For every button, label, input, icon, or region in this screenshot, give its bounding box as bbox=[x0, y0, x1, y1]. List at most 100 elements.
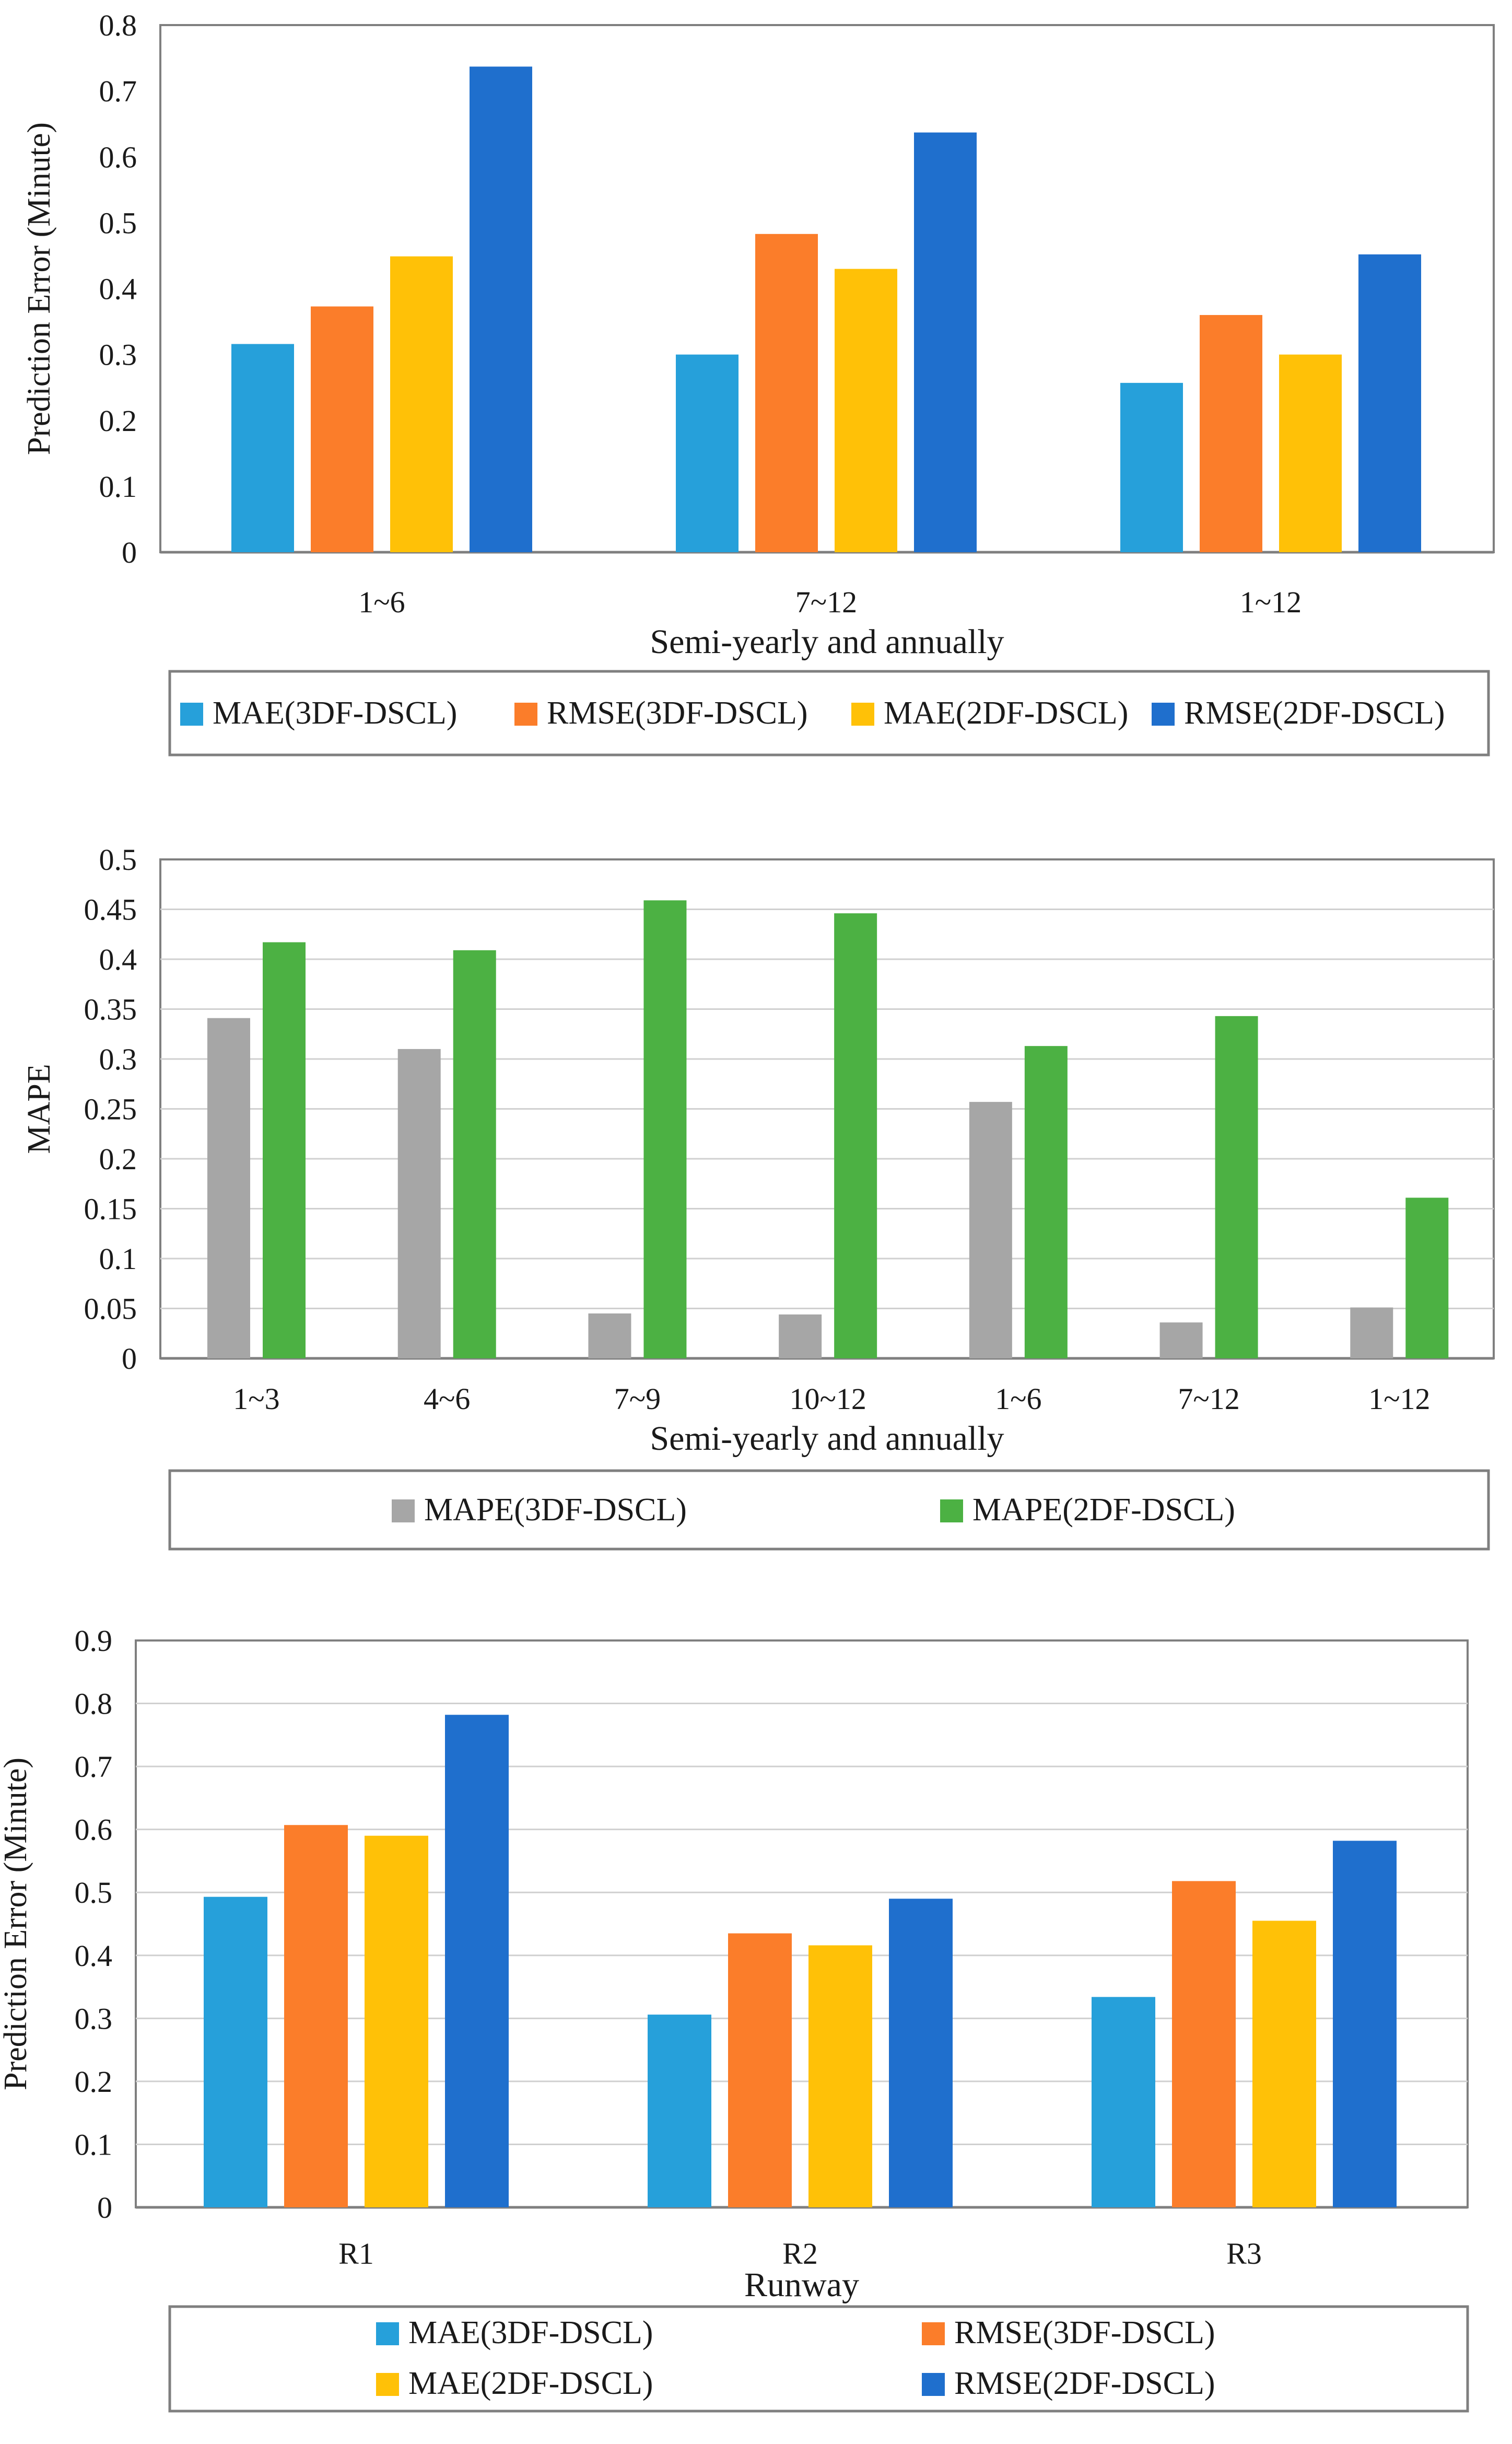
legend-box bbox=[168, 670, 1490, 757]
y-tick-label: 0.4 bbox=[99, 272, 137, 306]
bar-2-5 bbox=[1024, 1046, 1068, 1358]
y-tick-label: 0.5 bbox=[75, 1876, 113, 1910]
y-tick-label: 0.8 bbox=[75, 1687, 113, 1721]
x-tick-label: 7~9 bbox=[614, 1382, 661, 1416]
y-tick-label: 0.7 bbox=[99, 74, 137, 108]
y-tick-label: 0 bbox=[122, 1342, 137, 1376]
bar-4-3 bbox=[1333, 1841, 1397, 2207]
legend-label-3: MAE(2DF-DSCL) bbox=[408, 2366, 653, 2401]
x-tick-label: R2 bbox=[782, 2237, 818, 2271]
bar-3-1 bbox=[365, 1835, 428, 2207]
bar-2-2 bbox=[728, 1933, 792, 2207]
chart-2: 0 0.05 0.1 0.15 0.2 0.25 0.3 0.35 0.4 0.45 0.5 1~3 4… bbox=[21, 843, 1495, 1551]
y-tick-label: 0.3 bbox=[99, 338, 137, 372]
legend-label-3: MAE(2DF-DSCL) bbox=[884, 695, 1128, 731]
y-tick-label: 0.5 bbox=[99, 206, 137, 240]
x-tick-label: 1~6 bbox=[358, 585, 405, 619]
y-tick-label: 0.4 bbox=[75, 1939, 113, 1973]
legend-label-2: MAPE(2DF-DSCL) bbox=[972, 1492, 1235, 1528]
legend-label-2: RMSE(3DF-DSCL) bbox=[547, 695, 808, 731]
bar-1-6 bbox=[1159, 1322, 1203, 1358]
x-tick-label: 1~3 bbox=[233, 1382, 279, 1416]
bar-2-6 bbox=[1215, 1016, 1258, 1358]
y-tick-label: 0.25 bbox=[84, 1092, 137, 1126]
bar-1-5 bbox=[969, 1102, 1012, 1358]
y-axis-label: Prediction Error (Minute) bbox=[0, 1758, 33, 2090]
bar-1-4 bbox=[779, 1314, 822, 1358]
y-tick-label: 0.45 bbox=[84, 893, 137, 927]
bar-2-3 bbox=[643, 900, 687, 1358]
y-tick-label: 0.2 bbox=[75, 2065, 113, 2099]
y-tick-label: 0.1 bbox=[75, 2127, 113, 2161]
bar-2-1 bbox=[311, 306, 373, 552]
y-tick-label: 0.15 bbox=[84, 1192, 137, 1226]
y-tick-label: 0.6 bbox=[99, 140, 137, 174]
x-tick-label: R3 bbox=[1226, 2237, 1262, 2271]
legend-label-1: MAE(3DF-DSCL) bbox=[408, 2315, 653, 2350]
bar-1-2 bbox=[676, 354, 739, 552]
y-tick-label: 0.1 bbox=[99, 470, 137, 504]
y-tick-label: 0.8 bbox=[99, 8, 137, 42]
bar-4-1 bbox=[470, 66, 532, 553]
legend-label-2: RMSE(3DF-DSCL) bbox=[954, 2315, 1215, 2350]
legend-box bbox=[168, 1469, 1490, 1551]
bar-2-1 bbox=[263, 942, 306, 1358]
legend-label-1: MAPE(3DF-DSCL) bbox=[424, 1492, 687, 1528]
y-tick-label: 0.35 bbox=[84, 993, 137, 1027]
legend-label-1: MAE(3DF-DSCL) bbox=[213, 695, 457, 731]
bar-4-2 bbox=[914, 132, 977, 553]
x-tick-label: 1~12 bbox=[1240, 585, 1302, 619]
x-tick-label: 7~12 bbox=[795, 585, 857, 619]
bar-3-3 bbox=[1279, 354, 1342, 552]
legend-label-4: RMSE(2DF-DSCL) bbox=[954, 2366, 1215, 2401]
bar-2-2 bbox=[755, 234, 818, 552]
plot-area bbox=[159, 24, 1495, 553]
legend-swatch-1 bbox=[392, 1499, 415, 1522]
bar-3-3 bbox=[1252, 1921, 1316, 2207]
legend-box bbox=[168, 2305, 1469, 2413]
legend-swatch-4 bbox=[922, 2373, 945, 2396]
legend-label-4: RMSE(2DF-DSCL) bbox=[1184, 695, 1445, 731]
bar-4-2 bbox=[889, 1899, 953, 2207]
bar-3-2 bbox=[808, 1945, 872, 2207]
x-axis-label: Semi-yearly and annually bbox=[650, 623, 1004, 661]
y-tick-label: 0.3 bbox=[75, 2001, 113, 2035]
y-tick-label: 0.05 bbox=[84, 1292, 137, 1326]
legend-swatch-1 bbox=[180, 703, 203, 726]
bar-4-3 bbox=[1358, 254, 1421, 552]
y-tick-label: 0.2 bbox=[99, 404, 137, 438]
legend-swatch-2 bbox=[940, 1499, 963, 1522]
bar-1-3 bbox=[588, 1313, 631, 1358]
bar-2-3 bbox=[1200, 315, 1262, 552]
y-tick-label: 0.9 bbox=[75, 1624, 113, 1658]
chart-3: 0 0.1 0.2 0.3 0.4 0.5 0.6 0.7 0.8 0.9 R1 R2 R3 Predic… bbox=[0, 1624, 1469, 2413]
y-tick-label: 0 bbox=[97, 2191, 112, 2225]
bar-3-1 bbox=[390, 256, 453, 553]
x-tick-label: 1~6 bbox=[995, 1382, 1041, 1416]
bar-1-1 bbox=[204, 1896, 267, 2207]
legend-swatch-2 bbox=[922, 2322, 945, 2345]
bar-1-1 bbox=[231, 344, 294, 552]
plot-area bbox=[135, 1639, 1469, 2208]
x-axis-label: Runway bbox=[744, 2266, 859, 2304]
x-tick-label: 1~12 bbox=[1368, 1382, 1430, 1416]
x-tick-label: 4~6 bbox=[424, 1382, 470, 1416]
y-tick-label: 0.2 bbox=[99, 1142, 137, 1176]
bar-2-4 bbox=[834, 913, 877, 1358]
x-tick-label: 7~12 bbox=[1178, 1382, 1239, 1416]
bar-2-2 bbox=[453, 950, 496, 1358]
bar-2-1 bbox=[284, 1825, 348, 2207]
bar-1-2 bbox=[397, 1049, 441, 1358]
bar-3-2 bbox=[835, 269, 897, 552]
x-axis-label: Semi-yearly and annually bbox=[650, 1419, 1004, 1458]
y-tick-label: 0.4 bbox=[99, 942, 137, 976]
legend-swatch-3 bbox=[376, 2373, 399, 2396]
bar-2-7 bbox=[1405, 1197, 1449, 1358]
legend-swatch-3 bbox=[851, 703, 874, 726]
bar-1-7 bbox=[1350, 1307, 1393, 1358]
y-axis-label: Prediction Error (Minute) bbox=[21, 122, 57, 455]
y-tick-label: 0.1 bbox=[99, 1242, 137, 1276]
x-tick-label: 10~12 bbox=[789, 1382, 866, 1416]
